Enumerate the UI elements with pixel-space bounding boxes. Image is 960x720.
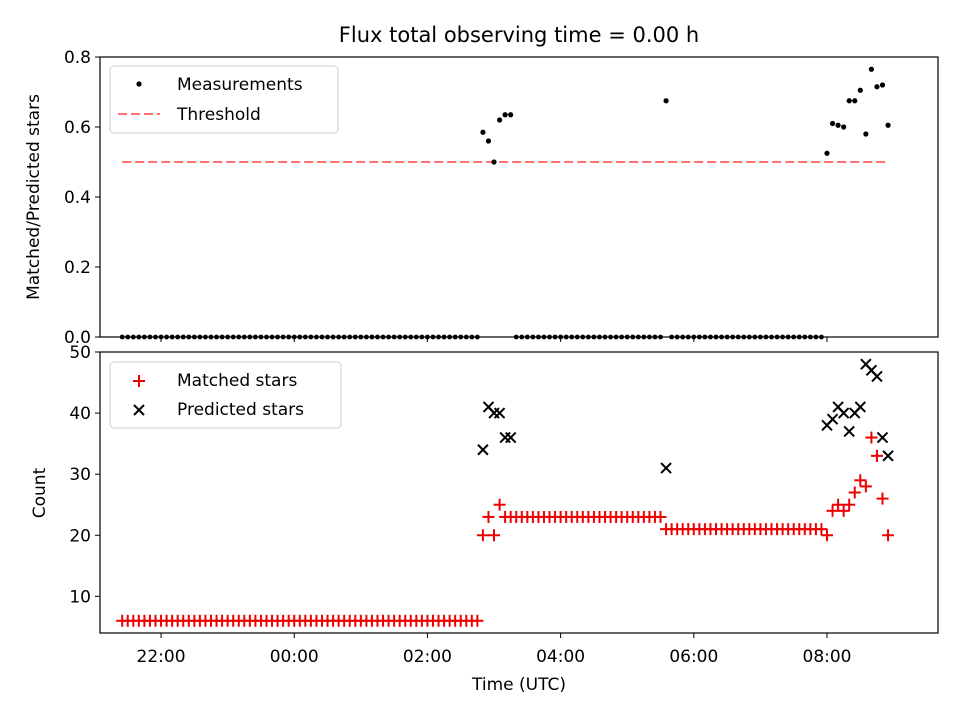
- count-y-axis-label: Count: [30, 467, 50, 518]
- matched-star-point: [493, 498, 506, 511]
- matched-star-point: [848, 486, 861, 499]
- ratio-y-tick-label: 0.2: [64, 258, 91, 278]
- matched-star-point: [865, 431, 878, 444]
- measurement-point: [508, 112, 514, 118]
- ratio-y-axis-label: Matched/Predicted stars: [24, 94, 44, 300]
- count-axes-frame: [99, 351, 939, 634]
- count-x-ticks: 22:00 00:00 02:00 04:00 06:00 08:00: [137, 633, 852, 667]
- matched-star-point: [876, 492, 889, 505]
- ratio-y-tick-label: 0.0: [64, 328, 91, 348]
- count-legend: Matched stars Predicted stars: [109, 361, 342, 429]
- measurement-point: [485, 138, 492, 144]
- matched-star-point: [843, 498, 856, 511]
- measurement-point: [841, 124, 847, 130]
- legend-matched-label: Matched stars: [177, 371, 297, 391]
- measurement-point: [824, 150, 830, 156]
- matched-star-point: [654, 510, 667, 523]
- matched-star-point: [471, 614, 484, 627]
- x-axis-label: Time (UTC): [471, 675, 566, 695]
- matched-star-point: [837, 504, 850, 517]
- count-y-tick-label: 10: [69, 587, 91, 607]
- legend-measurements-label: Measurements: [177, 75, 303, 95]
- measurement-point: [663, 98, 669, 104]
- legend-predicted-label: Predicted stars: [177, 400, 304, 420]
- predicted-star-point: [826, 413, 839, 425]
- measurement-point: [879, 82, 886, 88]
- measurement-point: [846, 98, 852, 104]
- predicted-star-point: [876, 431, 889, 444]
- count-y-tick-label: 30: [69, 465, 91, 485]
- matched-star-point: [482, 510, 495, 523]
- matched-star-point: [854, 474, 867, 487]
- predicted-star-point: [504, 431, 517, 444]
- measurement-point: [829, 120, 836, 127]
- ratio-legend-box: [109, 65, 339, 134]
- count-y-tick-label: 40: [69, 404, 91, 424]
- measurement-point: [863, 131, 869, 137]
- count-x-tick-label: 04:00: [536, 647, 585, 667]
- predicted-star-point: [493, 407, 506, 419]
- count-x-tick-label: 22:00: [137, 647, 186, 667]
- ratio-y-tick-label: 0.4: [64, 188, 91, 208]
- measurement-point: [835, 122, 841, 128]
- matched-star-point: [826, 504, 839, 517]
- count-y-ticks: 10 20 30 40 50: [69, 343, 100, 607]
- measurement-point: [868, 66, 875, 72]
- predicted-star-point: [843, 425, 855, 438]
- predicted-star-point: [477, 444, 489, 456]
- measurement-point: [502, 112, 508, 118]
- ratio-y-tick-label: 0.8: [64, 48, 91, 68]
- matched-star-point: [499, 510, 512, 523]
- ratio-legend: Measurements Threshold: [109, 65, 339, 134]
- predicted-star-point: [871, 370, 883, 383]
- predicted-star-point: [837, 407, 850, 419]
- predicted-star-point: [854, 401, 867, 413]
- measurement-point: [852, 98, 858, 104]
- ratio-panel: 0.00.20.40.60.8 Matched/Predicted stars …: [24, 48, 939, 348]
- matched-star-point: [815, 523, 828, 536]
- count-marks: [116, 358, 895, 627]
- measurement-point: [885, 122, 891, 128]
- count-x-tick-label: 00:00: [270, 647, 319, 667]
- measurement-point: [857, 87, 863, 93]
- matched-star-point: [870, 449, 883, 462]
- count-y-tick-label: 50: [69, 343, 91, 363]
- legend-threshold-label: Threshold: [176, 105, 261, 125]
- ratio-marks: [119, 66, 891, 340]
- measurement-point: [874, 84, 880, 90]
- matched-star-point: [859, 480, 872, 493]
- legend-measurements-marker: [136, 81, 142, 87]
- matched-star-point: [882, 529, 895, 542]
- matched-star-point: [821, 529, 834, 542]
- count-x-tick-label: 06:00: [669, 647, 718, 667]
- count-legend-box: [109, 361, 342, 429]
- ratio-y-ticks: 0.0 0.2 0.4 0.6 0.8: [64, 48, 100, 348]
- matched-star-point: [488, 529, 501, 542]
- matched-star-point: [476, 529, 489, 542]
- legend-predicted-marker: [133, 404, 145, 416]
- measurement-point: [480, 129, 486, 135]
- count-x-tick-label: 02:00: [403, 647, 452, 667]
- measurement-point: [491, 159, 497, 165]
- chart-title: Flux total observing time = 0.00 h: [339, 23, 699, 47]
- legend-matched-marker: [133, 375, 145, 387]
- ratio-x-ticks: [160, 337, 828, 342]
- count-panel: 10 20 30 40 50 22:00 00:00 02:00 04:00 06:00 08:0…: [30, 343, 939, 695]
- ratio-y-tick-label: 0.6: [64, 118, 91, 138]
- count-x-tick-label: 08:00: [803, 647, 852, 667]
- matched-star-point: [832, 498, 845, 511]
- predicted-star-point: [660, 462, 672, 474]
- count-y-tick-label: 20: [69, 526, 91, 546]
- predicted-star-point: [882, 450, 894, 462]
- measurement-point: [496, 117, 503, 123]
